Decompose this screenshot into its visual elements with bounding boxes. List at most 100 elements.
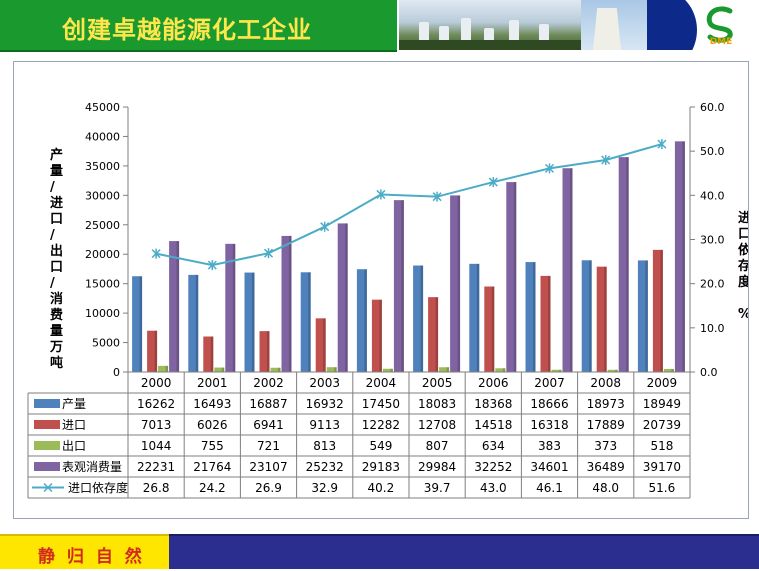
bar-shade [401, 200, 404, 372]
table-cell: 18083 [418, 397, 456, 411]
line-marker-2007 [544, 163, 555, 174]
table-cell: 23107 [249, 460, 287, 474]
bar-产量-2006 [469, 263, 480, 372]
bar-出口-2001 [214, 367, 225, 372]
refinery-photo [399, 0, 581, 50]
x-tick-label: 2003 [309, 376, 340, 390]
bar-shade [502, 368, 506, 372]
table-cell: 18949 [643, 397, 681, 411]
bar-表观消费量-2009 [674, 141, 685, 372]
bar-进口-2000 [147, 330, 158, 372]
y-tick-label-left: 45000 [85, 101, 120, 114]
bar-shade [334, 367, 337, 372]
x-tick-label: 2009 [647, 376, 678, 390]
bar-shade [390, 368, 393, 372]
bar-shade [278, 367, 281, 372]
legend-label-产量: 产量 [62, 397, 86, 411]
table-cell: 32.9 [311, 481, 338, 495]
bar-shade [221, 367, 225, 372]
line-marker-2000 [151, 248, 161, 259]
legend-label-进口依存度: 进口依存度 [68, 480, 128, 495]
chart: 0 5000 10000 15000 20000 25000 30000 35000 40000… [27, 101, 752, 499]
table-cell: 39170 [643, 460, 681, 474]
bar-shade [476, 263, 480, 372]
y-axis-label-left: 产量/进口/出口/消费量万吨 [49, 147, 63, 371]
header: 创建卓越能源化工企业 DME [0, 0, 759, 52]
bar-shade [345, 223, 348, 372]
y-tick-label-right: 50.0 [700, 145, 725, 158]
bar-出口-2003 [326, 367, 337, 372]
table-cell: 1044 [141, 439, 172, 453]
legend-swatch-产量 [34, 399, 60, 408]
bar-shade [154, 330, 158, 372]
table-cell: 12282 [362, 418, 400, 432]
line-进口依存度 [155, 143, 663, 267]
x-tick-label: 2008 [590, 376, 621, 390]
bar-shade [289, 235, 292, 372]
y-tick-label-left: 20000 [85, 248, 120, 261]
table-cell: 17450 [362, 397, 400, 411]
y-tick-label-left: 30000 [85, 189, 120, 202]
bar-进口-2003 [315, 318, 326, 372]
bar-shade [660, 249, 663, 372]
bar-shade [210, 336, 214, 372]
logo-area [647, 0, 759, 50]
y-tick-label-left: 5000 [92, 337, 120, 350]
bar-产量-2004 [356, 269, 367, 372]
table-cell: 17889 [587, 418, 625, 432]
table-cell: 16887 [249, 397, 287, 411]
y-tick-label-left: 15000 [85, 278, 120, 291]
legend-swatch-表观消费量 [34, 462, 60, 471]
y-tick-label-left: 40000 [85, 130, 120, 143]
table-cell: 813 [313, 439, 336, 453]
bar-进口-2008 [596, 266, 607, 372]
bar-出口-2002 [270, 367, 281, 372]
bar-shade [645, 260, 648, 372]
footer-slogan-box: 静 归 自 然 [0, 534, 169, 569]
bar-表观消费量-2000 [169, 241, 180, 372]
bar-出口-2005 [439, 367, 450, 372]
table-cell: 807 [426, 439, 449, 453]
bar-出口-2008 [607, 369, 618, 372]
bar-产量-2007 [525, 262, 536, 372]
table-cell: 16932 [306, 397, 344, 411]
bar-产量-2003 [300, 272, 311, 372]
table-cell: 634 [482, 439, 505, 453]
table-cell: 20739 [643, 418, 681, 432]
y-tick-label-left: 25000 [85, 219, 120, 232]
bar-shade [548, 275, 551, 372]
table-cell: 549 [369, 439, 392, 453]
legend-marker [43, 482, 53, 493]
chart-panel: 0 5000 10000 15000 20000 25000 30000 35000 40000… [13, 61, 752, 519]
bar-产量-2009 [637, 260, 648, 372]
bar-shade [533, 262, 536, 372]
bar-产量-2001 [188, 274, 199, 372]
footer-slogan: 静 归 自 然 [38, 547, 145, 567]
legend-label-表观消费量: 表观消费量 [62, 460, 122, 474]
bar-进口-2001 [203, 336, 214, 372]
table-cell: 32252 [474, 460, 512, 474]
footer: 静 归 自 然 [0, 534, 759, 571]
company-logo: DME [706, 6, 733, 45]
legend-label-进口: 进口 [62, 418, 86, 432]
title-banner: 创建卓越能源化工企业 [0, 0, 397, 52]
table-cell: 26.8 [143, 481, 170, 495]
table-cell: 12708 [418, 418, 456, 432]
bar-shade [446, 367, 450, 372]
bar-产量-2002 [244, 272, 255, 372]
table-cell: 22231 [137, 460, 175, 474]
x-tick-label: 2000 [141, 376, 172, 390]
table-cell: 518 [650, 439, 673, 453]
bar-进口-2009 [652, 249, 663, 372]
line-marker-2005 [432, 191, 442, 202]
bar-进口-2004 [371, 299, 382, 372]
table-cell: 18666 [530, 397, 568, 411]
bar-shade [491, 286, 495, 372]
bar-shade [176, 241, 180, 372]
table-cell: 26.9 [255, 481, 282, 495]
table-cell: 48.0 [592, 481, 619, 495]
line-marker-2009 [657, 139, 667, 150]
y-tick-label-right: 30.0 [700, 234, 725, 247]
bar-出口-2004 [382, 368, 393, 372]
bar-出口-2007 [551, 369, 562, 372]
